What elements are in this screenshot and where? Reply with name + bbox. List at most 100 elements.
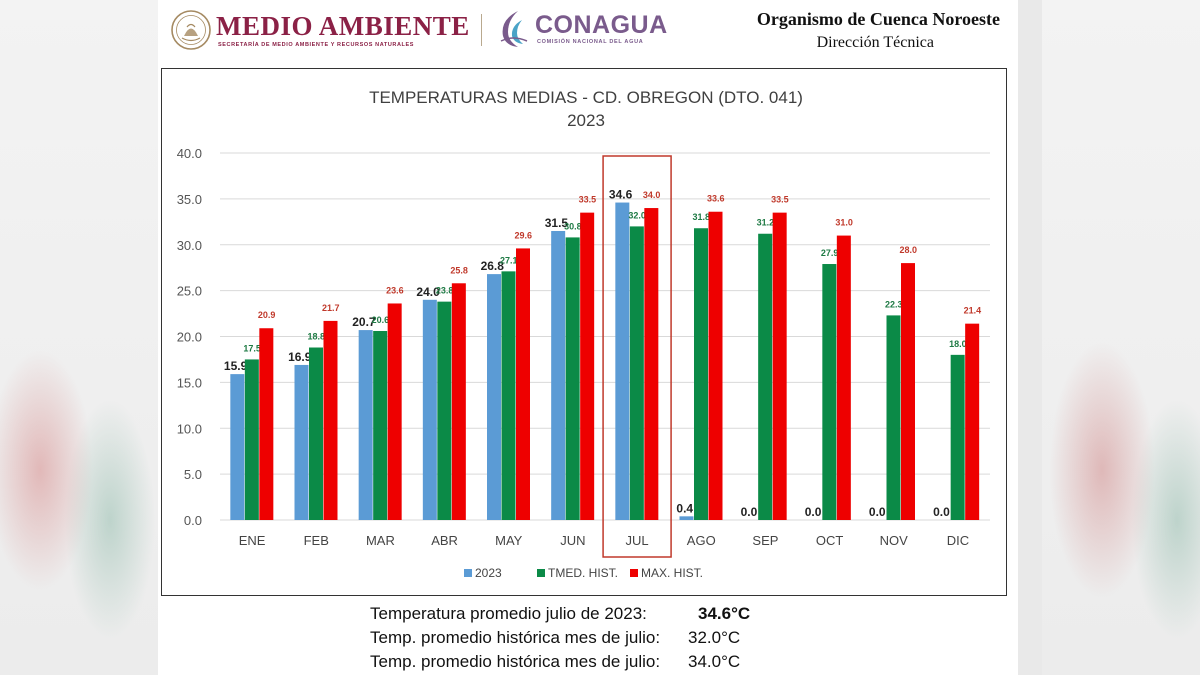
x-tick-label: NOV <box>880 533 909 548</box>
y-tick-label: 35.0 <box>177 192 202 207</box>
header: MEDIO AMBIENTE SECRETARÍA DE MEDIO AMBIE… <box>158 0 1018 66</box>
data-label: 24.0 <box>416 285 440 299</box>
data-label: 28.0 <box>899 245 917 255</box>
data-label: 30.8 <box>564 221 582 231</box>
bar-max-hist-nov <box>901 263 915 520</box>
data-label: 18.0 <box>949 339 967 349</box>
bar-max-hist-dic <box>965 323 980 520</box>
data-label: 33.5 <box>771 195 789 205</box>
y-tick-label: 25.0 <box>177 284 202 299</box>
bar-tmed-hist-oct <box>822 264 837 520</box>
y-tick-label: 5.0 <box>184 467 202 482</box>
data-label: 34.0 <box>643 190 661 200</box>
x-tick-label: OCT <box>816 533 844 548</box>
summary-note-value: 32.0°C <box>688 628 741 647</box>
y-tick-label: 10.0 <box>177 421 202 436</box>
organization-title: Organismo de Cuenca Noroeste <box>756 9 1000 29</box>
data-label: 31.5 <box>545 216 569 230</box>
data-label: 33.6 <box>707 194 725 204</box>
bar-max-hist-feb <box>323 320 338 520</box>
brand-conagua-subtitle: COMISIÓN NACIONAL DEL AGUA <box>537 39 644 45</box>
bar-max-hist-oct <box>836 235 851 520</box>
data-label: 0.0 <box>869 505 886 519</box>
data-label: 23.8 <box>436 286 454 296</box>
summary-note-value: 34.0°C <box>688 652 741 671</box>
data-label: 21.4 <box>964 306 982 316</box>
data-label: 0.0 <box>805 505 822 519</box>
bar-max-hist-sep <box>772 212 787 520</box>
legend-label: MAX. HIST. <box>641 566 703 580</box>
brand-medio-ambiente-subtitle: SECRETARÍA DE MEDIO AMBIENTE Y RECURSOS … <box>218 42 415 48</box>
chart-subtitle: 2023 <box>567 111 605 130</box>
x-tick-label: ABR <box>431 533 458 548</box>
bar-max-hist-jul <box>644 208 659 521</box>
highlight-box-jul <box>602 155 672 558</box>
y-tick-label: 40.0 <box>177 146 202 161</box>
data-label: 33.5 <box>579 195 597 205</box>
data-label: 32.0 <box>628 210 646 220</box>
data-label: 23.6 <box>386 285 404 295</box>
legend-label: 2023 <box>475 566 502 580</box>
bar-tmed-hist-mar <box>373 330 388 520</box>
legend-swatch <box>630 569 638 577</box>
legend-swatch <box>537 569 545 577</box>
bar-tmed-hist-abr <box>437 301 452 520</box>
data-label: 0.0 <box>741 505 758 519</box>
x-tick-label: SEP <box>752 533 778 548</box>
bar-tmed-hist-may <box>501 271 516 520</box>
background-right-blur <box>1042 0 1200 675</box>
bar-max-hist-jun <box>580 212 595 520</box>
data-label: 31.2 <box>757 218 775 228</box>
bar-2023-abr <box>422 299 437 520</box>
brand-conagua: CONAGUA <box>535 11 668 39</box>
legend-swatch <box>464 569 472 577</box>
y-tick-label: 15.0 <box>177 375 202 390</box>
data-label: 20.7 <box>352 315 376 329</box>
x-tick-label: JUL <box>626 533 649 548</box>
bar-tmed-hist-jun <box>565 237 580 520</box>
y-tick-label: 30.0 <box>177 238 202 253</box>
data-label: 29.6 <box>514 230 532 240</box>
organization-subtitle: Dirección Técnica <box>816 34 934 51</box>
header-divider <box>481 14 482 46</box>
data-label: 25.8 <box>450 265 468 275</box>
legend-label: TMED. HIST. <box>548 566 618 580</box>
bar-2023-jul <box>615 202 630 521</box>
x-tick-label: FEB <box>304 533 329 548</box>
conagua-logo-icon <box>500 11 528 47</box>
x-tick-label: DIC <box>947 533 969 548</box>
bar-2023-ene <box>230 374 245 520</box>
data-label: 20.6 <box>372 315 390 325</box>
bar-max-hist-may <box>516 248 530 521</box>
bar-2023-feb <box>294 364 309 520</box>
data-label: 27.9 <box>821 248 839 258</box>
bar-chart: TEMPERATURAS MEDIAS - CD. OBREGON (DTO. … <box>177 88 990 580</box>
data-label: 18.8 <box>307 332 325 342</box>
data-label: 27.1 <box>500 255 518 265</box>
bar-tmed-hist-jul <box>629 226 644 520</box>
y-tick-label: 0.0 <box>184 513 202 528</box>
data-label: 31.0 <box>835 218 853 228</box>
data-label: 34.6 <box>609 188 633 202</box>
data-label: 26.8 <box>481 259 505 273</box>
bar-tmed-hist-ago <box>694 228 708 521</box>
data-label: 16.9 <box>288 350 312 364</box>
x-tick-label: AGO <box>687 533 716 548</box>
data-label: 20.9 <box>258 310 276 320</box>
bar-tmed-hist-nov <box>886 315 901 520</box>
summary-note-label: Temp. promedio histórica mes de julio: <box>370 652 661 671</box>
summary-note-label: Temp. promedio histórica mes de julio: <box>370 628 661 647</box>
bar-2023-ago <box>679 516 694 520</box>
bar-max-hist-mar <box>387 303 402 520</box>
chart-title: TEMPERATURAS MEDIAS - CD. OBREGON (DTO. … <box>369 88 803 107</box>
data-label: 22.3 <box>885 299 903 309</box>
data-label: 0.4 <box>676 501 693 515</box>
x-tick-label: JUN <box>560 533 585 548</box>
bar-max-hist-abr <box>451 283 466 520</box>
summary-note-label: Temperatura promedio julio de 2023: <box>370 604 647 623</box>
data-label: 0.0 <box>933 505 950 519</box>
summary-note-value: 34.6°C <box>698 604 751 623</box>
y-tick-label: 20.0 <box>177 330 202 345</box>
bar-tmed-hist-ene <box>244 359 259 520</box>
national-seal-icon <box>171 10 211 50</box>
